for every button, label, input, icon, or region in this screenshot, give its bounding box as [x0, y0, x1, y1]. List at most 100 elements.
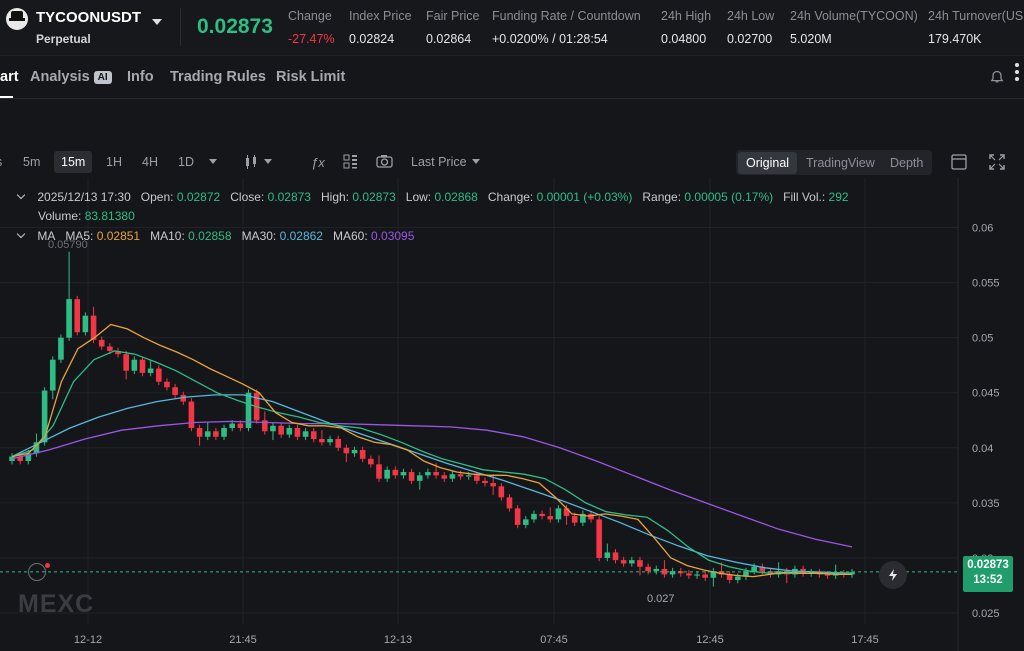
candle-type-dropdown-icon[interactable]: [259, 155, 272, 169]
stat-value: 0.02700: [727, 32, 773, 46]
candle-body: [131, 359, 138, 371]
collapse-chevron-icon[interactable]: [16, 190, 26, 200]
ma-legend: MA MA5: 0.02851 MA10: 0.02858 MA30: 0.02…: [16, 229, 415, 243]
stat-24h-turnover: 24h Turnover(USD 179.470K: [928, 9, 1024, 46]
candle-body: [702, 574, 709, 578]
fullscreen-icon[interactable]: [989, 154, 1005, 170]
stat-24h-volume: 24h Volume(TYCOON) 5.020M: [790, 9, 918, 46]
view-original[interactable]: Original: [738, 152, 798, 174]
ma60-value: 0.03095: [371, 229, 415, 243]
candle-body: [735, 576, 741, 580]
candle-datetime: 2025/12/13 17:30: [37, 190, 131, 204]
active-tab-indicator: [0, 96, 13, 98]
ma-collapse-chevron-icon[interactable]: [16, 229, 26, 239]
candle-body: [90, 315, 97, 340]
window-layout-icon[interactable]: [951, 154, 967, 170]
tab-info[interactable]: Info: [127, 69, 154, 85]
indicator-fx-icon[interactable]: ƒx: [311, 155, 325, 170]
timeframe-15m[interactable]: 15m: [54, 151, 93, 173]
pair-dropdown-icon[interactable]: [152, 19, 162, 25]
stat-funding-rate: Funding Rate / Countdown +0.0200% / 01:2…: [492, 9, 641, 46]
view-depth[interactable]: Depth: [890, 156, 924, 170]
stat-fair-price: Fair Price 0.02864: [426, 9, 479, 46]
candle-body: [474, 475, 480, 481]
candle-body: [310, 431, 317, 439]
tab-chart[interactable]: art: [0, 69, 19, 85]
candle-body: [514, 508, 521, 525]
candle-body: [17, 456, 23, 462]
pair-symbol[interactable]: TYCOONUSDT: [36, 9, 141, 26]
tab-risk-limit[interactable]: Risk Limit: [276, 69, 346, 85]
price-type-label: Last Price: [411, 155, 467, 169]
quick-trade-button[interactable]: [879, 561, 907, 589]
candle-body: [33, 442, 40, 454]
price-type-select[interactable]: Last Price: [411, 155, 480, 169]
candle-body: [555, 508, 562, 520]
candle-body: [188, 401, 195, 428]
high-label: High:: [321, 190, 350, 204]
candle-body: [213, 431, 219, 437]
candle-body: [506, 497, 513, 509]
candle-body: [751, 566, 757, 572]
stat-index-price: Index Price 0.02824: [349, 9, 412, 46]
high-value: 0.02873: [352, 190, 396, 204]
candle-body: [66, 299, 72, 338]
volume-value: 83.81380: [84, 209, 135, 223]
close-value: 0.02873: [267, 190, 311, 204]
fillvol-value: 292: [828, 190, 849, 204]
candle-type-icon[interactable]: [243, 154, 261, 170]
candle-body: [327, 438, 333, 443]
x-tick-label: 12:45: [696, 634, 724, 646]
candle-body: [359, 450, 366, 459]
candle-body: [49, 359, 56, 391]
timeframe-5m[interactable]: 5m: [23, 155, 41, 169]
candle-body: [302, 431, 309, 437]
candle-body: [368, 458, 374, 465]
tab-trading-rules[interactable]: Trading Rules: [170, 69, 266, 85]
candle-body: [759, 566, 766, 572]
candle-body: [694, 574, 700, 576]
timeframe-4h[interactable]: 4H: [142, 155, 158, 169]
candle-body: [319, 438, 325, 443]
max-price-marker: 0.05790: [48, 239, 88, 251]
lightning-icon: [889, 569, 897, 581]
timeframe-1d[interactable]: 1D: [178, 155, 194, 169]
candle-body: [270, 425, 276, 432]
price-chart[interactable]: 0.060.0550.050.0450.040.0350.030.02512-1…: [0, 178, 1024, 651]
stat-label: Funding Rate / Countdown: [492, 9, 641, 23]
replay-icon[interactable]: [28, 563, 46, 581]
low-label: Low:: [405, 190, 432, 204]
candle-body: [596, 519, 602, 558]
candle-body: [629, 560, 635, 564]
timeframe-1h[interactable]: 1H: [106, 155, 122, 169]
candle-body: [278, 425, 284, 435]
ma60-line: [11, 420, 853, 548]
candle-body: [237, 423, 244, 428]
stat-value: 5.020M: [790, 32, 832, 46]
candle-body: [661, 568, 668, 575]
candle-body: [710, 571, 717, 578]
close-label: Close:: [230, 190, 265, 204]
layout-grid-icon[interactable]: [343, 154, 358, 169]
candle-body: [155, 368, 162, 382]
candle-body: [612, 552, 619, 561]
timeframe-dropdown-icon[interactable]: [204, 155, 217, 169]
y-tick-label: 0.045: [972, 388, 1000, 400]
candle-body: [147, 368, 154, 373]
candle-body: [139, 359, 146, 373]
candle-body: [539, 513, 545, 517]
candle-body: [164, 381, 170, 388]
chart-tabs: art Analysis AI Info Trading Rules Risk L…: [0, 57, 1024, 99]
camera-icon[interactable]: [376, 154, 393, 169]
view-tradingview[interactable]: TradingView: [806, 156, 875, 170]
candle-body: [433, 472, 439, 476]
more-menu-icon[interactable]: [1015, 63, 1019, 85]
candle-body: [98, 339, 105, 347]
candle-body: [547, 516, 554, 520]
tab-analysis[interactable]: Analysis AI: [30, 69, 112, 85]
candle-body: [286, 427, 293, 435]
candle-body: [408, 472, 415, 481]
candle-body: [645, 566, 651, 572]
candle-body: [498, 486, 505, 498]
bell-icon[interactable]: [990, 70, 1004, 84]
